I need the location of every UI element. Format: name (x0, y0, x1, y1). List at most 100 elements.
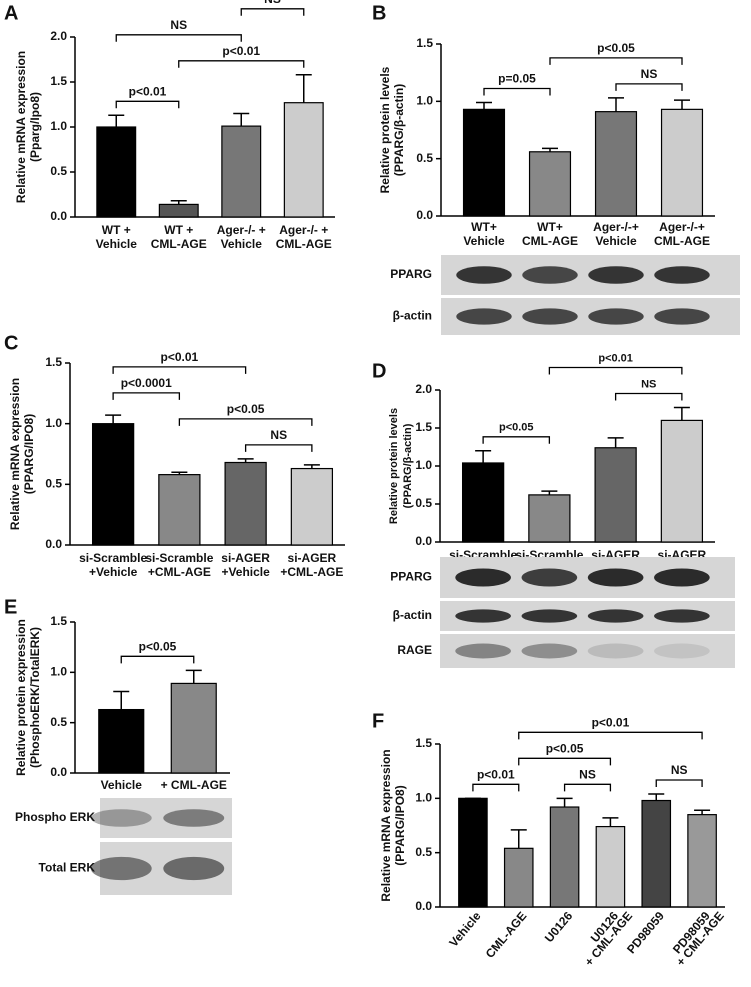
bracket (178, 418, 313, 426)
x-tick-label: si-AGER (221, 551, 270, 565)
y-tick-label: 0.0 (50, 765, 67, 779)
y-tick-label: 0.5 (416, 151, 433, 165)
error-bar (170, 200, 187, 205)
blot-label: PPARG (390, 267, 432, 281)
x-tick-label: WT+ (537, 220, 563, 234)
bracket (518, 757, 612, 766)
y-axis-label: (PPARG/IPO8) (22, 414, 36, 494)
blot-band (588, 266, 644, 284)
bar (594, 447, 637, 543)
bar (221, 125, 262, 218)
blot-band (455, 609, 511, 623)
error-bar (105, 414, 122, 424)
y-tick-label: 1.0 (416, 94, 433, 108)
bar (283, 102, 324, 218)
x-tick-label: CML-AGE (151, 237, 207, 251)
x-tick-label: U0126 (542, 909, 576, 945)
error-bar (295, 74, 312, 103)
y-axis-label: (PhosphoERK/TotalERK) (28, 627, 42, 768)
y-tick-label: 0.5 (45, 477, 62, 491)
y-tick-label: 0.0 (415, 899, 432, 913)
x-tick-label: Vehicle (96, 237, 138, 251)
y-tick-label: 1.5 (415, 420, 432, 434)
y-tick-label: 1.0 (415, 791, 432, 805)
blot-band (522, 308, 578, 325)
x-tick-label: Vehicle (595, 234, 637, 248)
error-bar (185, 669, 202, 684)
bar (461, 462, 505, 543)
x-tick-label: si-Scramble (79, 551, 147, 565)
bracket-label: p<0.05 (546, 742, 584, 756)
blot-label: Phospho ERK (15, 810, 95, 824)
y-tick-label: 0.0 (415, 534, 432, 548)
blot-band (455, 568, 511, 587)
y-tick-label: 1.5 (45, 355, 62, 369)
bracket (483, 87, 551, 96)
x-tick-label: Ager-/-+ (659, 220, 705, 234)
bracket (244, 444, 313, 452)
x-tick-label: WT + (164, 223, 193, 237)
x-tick-label: si-AGER (288, 551, 337, 565)
bar (660, 108, 704, 217)
bracket-label: p<0.05 (499, 422, 534, 434)
blot-band (456, 308, 512, 325)
blot-band (521, 643, 578, 659)
bracket-label: p<0.01 (477, 768, 515, 782)
bracket-label: NS (270, 428, 287, 442)
bracket-label: p<0.05 (227, 402, 265, 416)
blot-band (90, 809, 152, 827)
y-tick-label: 2.0 (50, 29, 67, 43)
bracket-label: p<0.01 (161, 350, 199, 364)
error-bar (541, 490, 558, 495)
blot-band (654, 609, 710, 623)
bar (549, 806, 580, 908)
bar (290, 467, 334, 546)
panel-letter: E (4, 596, 17, 618)
bracket-label: p=0.05 (498, 72, 536, 86)
bar (158, 474, 201, 546)
y-axis-label: (PPARG/β-actin) (392, 84, 406, 176)
blot-band (654, 568, 710, 587)
blot-band (654, 643, 710, 659)
x-tick-label: Vehicle (463, 234, 505, 248)
y-tick-label: 0.0 (50, 209, 67, 223)
y-tick-label: 0.5 (415, 496, 432, 510)
bracket-label: NS (264, 0, 281, 6)
x-tick-label: CML-AGE (522, 234, 578, 248)
y-tick-label: 1.0 (45, 416, 62, 430)
y-tick-label: 0.0 (416, 208, 433, 222)
y-axis-label: Relative protein levels (378, 66, 392, 193)
x-tick-label: Vehicle (446, 909, 484, 950)
bracket (178, 60, 305, 68)
x-tick-label: CML-AGE (276, 237, 332, 251)
error-bar (510, 829, 527, 849)
blot-label: β-actin (393, 608, 432, 622)
y-tick-label: 0.5 (415, 845, 432, 859)
error-bar (303, 464, 320, 469)
x-tick-label: WT + (102, 223, 131, 237)
error-bar (607, 437, 624, 448)
y-tick-label: 1.0 (50, 665, 67, 679)
bar (224, 461, 267, 546)
y-axis-label: (Pparg/Ipo8) (28, 92, 42, 162)
y-tick-label: 1.0 (50, 119, 67, 133)
y-tick-label: 1.5 (50, 74, 67, 88)
y-tick-label: 0.5 (50, 715, 67, 729)
y-axis-label: Relative mRNA expression (379, 749, 393, 901)
bar (91, 423, 135, 546)
bracket (615, 83, 683, 91)
error-bar (171, 471, 188, 475)
error-bar (648, 793, 665, 801)
bar (687, 814, 717, 908)
bar (641, 799, 672, 908)
blot-band (521, 609, 578, 623)
blot-band (588, 308, 644, 325)
bracket-label: NS (170, 18, 187, 32)
bar (595, 825, 626, 908)
bracket (548, 366, 683, 375)
bar (462, 108, 506, 217)
y-axis-label: Relative protein expression (14, 619, 28, 776)
x-tick-label: CML-AGE (483, 909, 530, 961)
bracket (112, 392, 181, 400)
x-tick-label: + CML-AGE (161, 778, 227, 792)
